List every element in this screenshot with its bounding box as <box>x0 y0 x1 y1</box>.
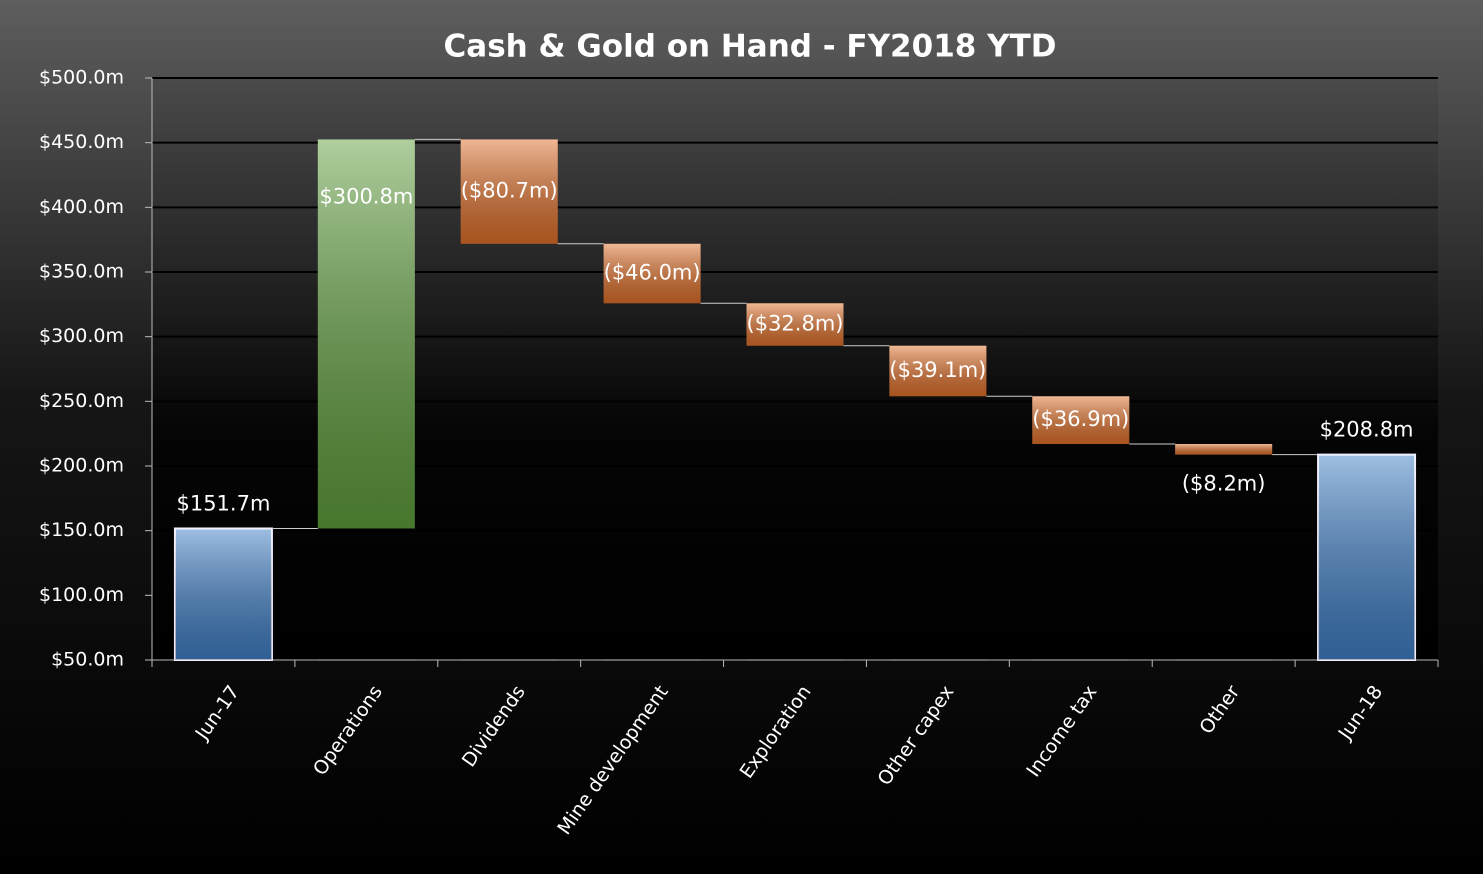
data-label: $208.8m <box>1320 418 1414 442</box>
data-label: ($32.8m) <box>747 312 844 336</box>
y-tick-label: $50.0m <box>51 649 124 671</box>
data-label: $151.7m <box>176 491 270 515</box>
y-tick-label: $350.0m <box>39 261 124 283</box>
bar-shine <box>1318 454 1416 660</box>
bar-shine <box>317 139 415 529</box>
data-label: ($8.2m) <box>1182 472 1266 496</box>
bar-shine <box>746 303 844 346</box>
bar-shine <box>603 243 701 304</box>
y-tick-label: $250.0m <box>39 390 124 412</box>
bar-shine <box>460 139 558 244</box>
bar-shine <box>174 528 272 660</box>
y-tick-label: $200.0m <box>39 455 124 477</box>
data-label: ($36.9m) <box>1032 407 1129 431</box>
chart-title: Cash & Gold on Hand - FY2018 YTD <box>444 29 1057 65</box>
y-tick-label: $150.0m <box>39 519 124 541</box>
data-label: ($46.0m) <box>604 261 701 285</box>
data-label: ($39.1m) <box>889 358 986 382</box>
y-tick-label: $100.0m <box>39 584 124 606</box>
y-tick-label: $300.0m <box>39 325 124 347</box>
data-label: $300.8m <box>319 184 413 208</box>
bar-shine <box>889 345 987 397</box>
y-tick-label: $500.0m <box>39 67 124 89</box>
bar-shine <box>1032 396 1130 445</box>
bar-shine <box>1175 444 1273 455</box>
y-tick-label: $450.0m <box>39 131 124 153</box>
y-tick-label: $400.0m <box>39 196 124 218</box>
data-label: ($80.7m) <box>461 179 558 203</box>
